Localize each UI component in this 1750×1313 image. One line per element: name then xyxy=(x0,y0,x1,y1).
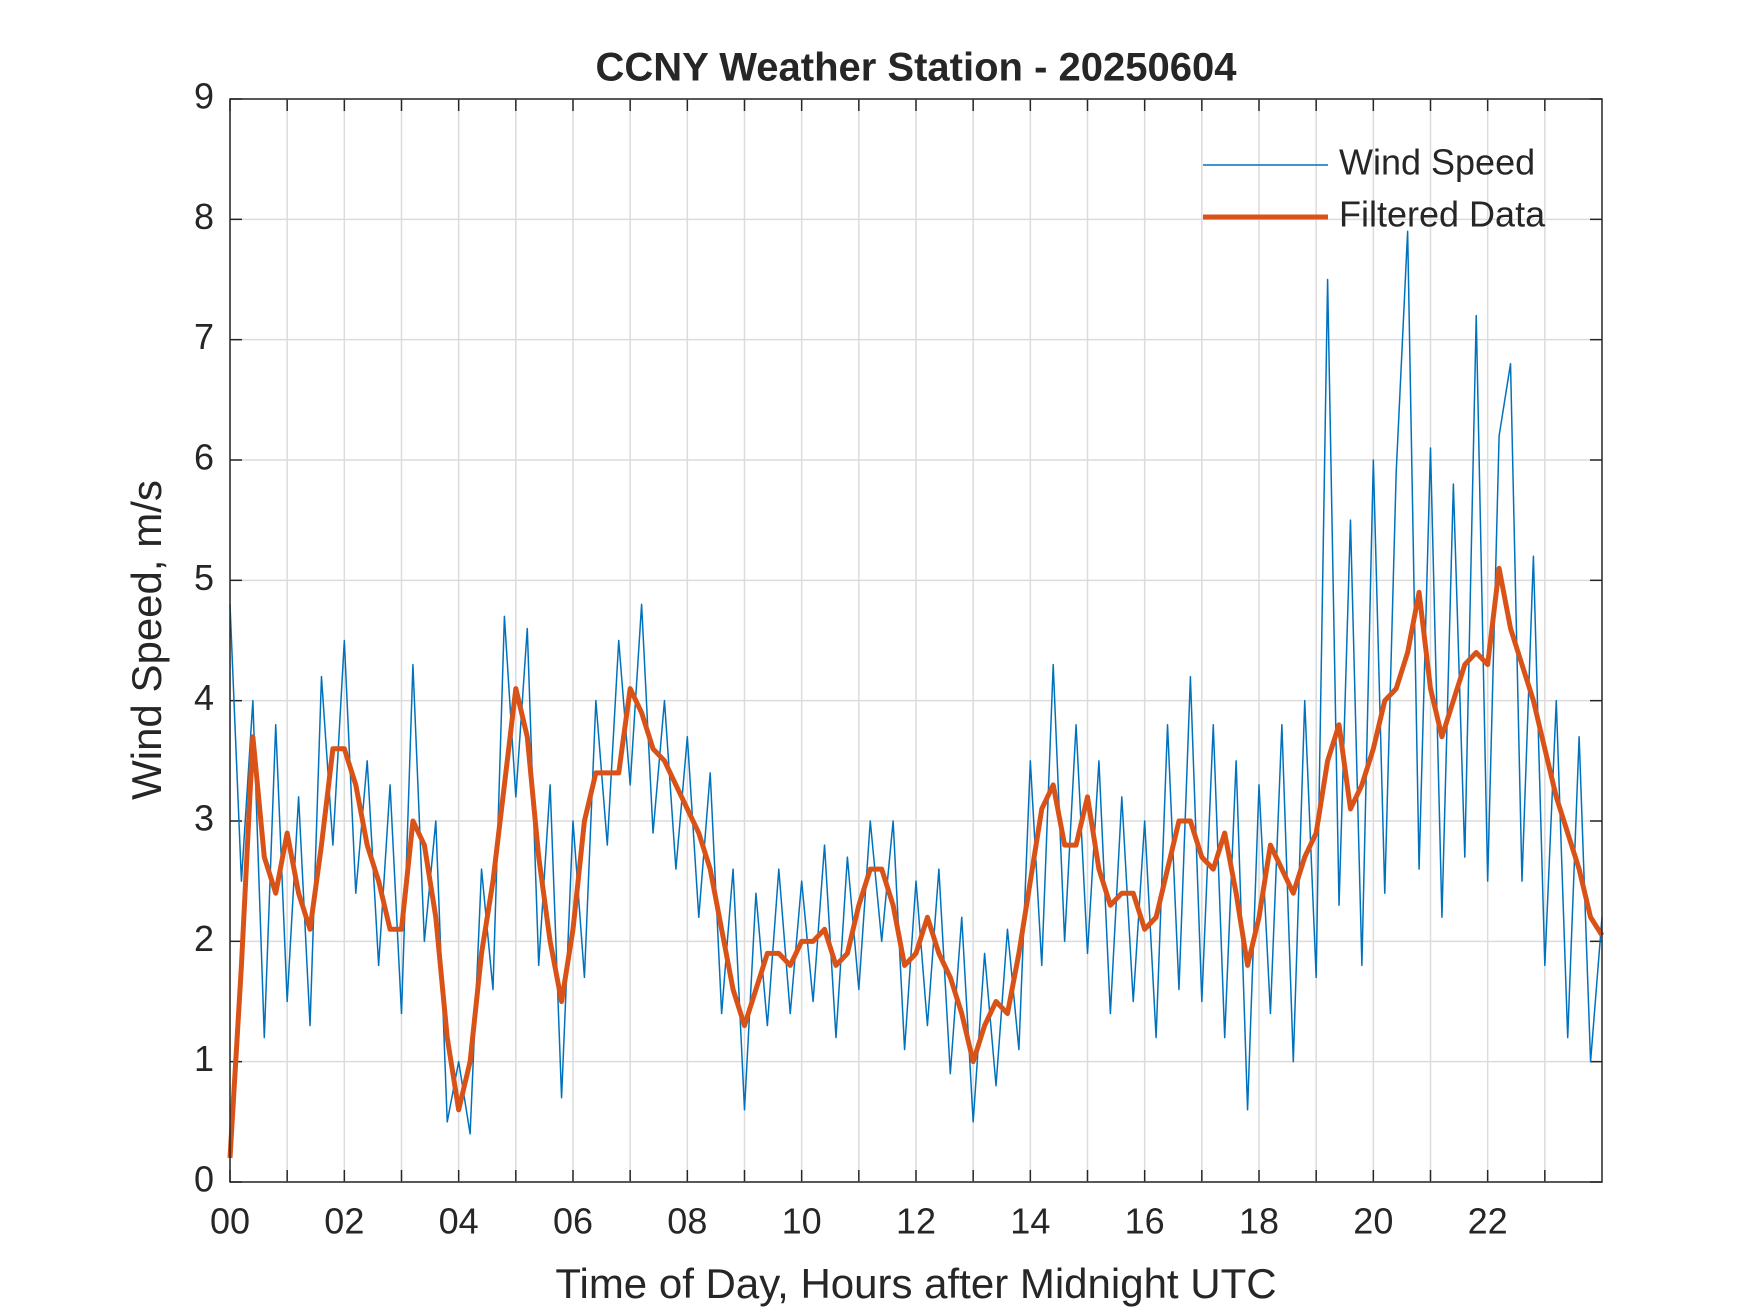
y-tick-label: 3 xyxy=(194,798,214,839)
x-tick-label: 10 xyxy=(782,1201,822,1242)
x-tick-label: 22 xyxy=(1468,1201,1508,1242)
x-axis-label: Time of Day, Hours after Midnight UTC xyxy=(555,1260,1276,1307)
y-tick-label: 0 xyxy=(194,1159,214,1200)
data-line xyxy=(229,230,1603,1135)
x-tick-label: 12 xyxy=(896,1201,936,1242)
x-tick-label: 18 xyxy=(1239,1201,1279,1242)
chart-title: CCNY Weather Station - 20250604 xyxy=(596,46,1238,90)
plot-frame xyxy=(229,98,1603,1183)
x-tick-label: 04 xyxy=(439,1201,479,1242)
legend-label: Wind Speed xyxy=(1339,142,1535,183)
x-tick-label: 16 xyxy=(1125,1201,1165,1242)
x-tick-label: 06 xyxy=(553,1201,593,1242)
legend-label: Filtered Data xyxy=(1339,194,1546,235)
x-tick-label: 08 xyxy=(667,1201,707,1242)
y-tick-label: 7 xyxy=(194,316,214,357)
x-tick-label: 00 xyxy=(210,1201,250,1242)
y-tick-label: 8 xyxy=(194,196,214,237)
y-tick-label: 2 xyxy=(194,918,214,959)
y-tick-label: 6 xyxy=(194,437,214,478)
y-tick-label: 1 xyxy=(194,1038,214,1079)
y-tick-label: 9 xyxy=(194,76,214,117)
y-tick-label: 5 xyxy=(194,557,214,598)
x-tick-label: 14 xyxy=(1010,1201,1050,1242)
x-tick-label: 02 xyxy=(324,1201,364,1242)
y-axis-label: Wind Speed, m/s xyxy=(123,480,170,800)
y-tick-label: 4 xyxy=(194,677,214,718)
x-tick-label: 20 xyxy=(1353,1201,1393,1242)
data-line xyxy=(227,565,1605,1159)
